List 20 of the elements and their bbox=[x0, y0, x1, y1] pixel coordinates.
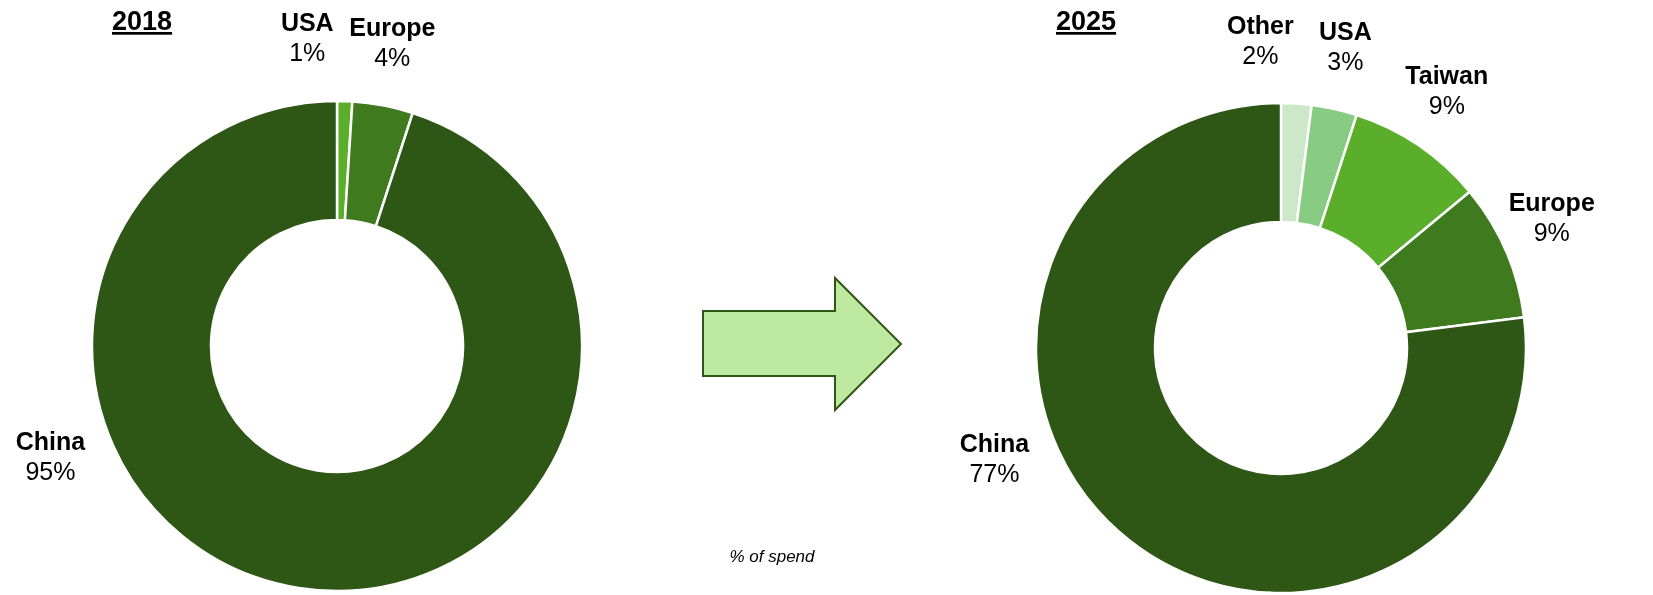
chart-title: 2025 bbox=[1056, 6, 1117, 36]
data-label: 4% bbox=[374, 43, 411, 72]
slice-label: China bbox=[15, 427, 87, 456]
data-label: 9% bbox=[1428, 91, 1465, 120]
slice-label: Taiwan bbox=[1405, 61, 1489, 90]
data-label: 2% bbox=[1242, 40, 1279, 69]
slice-label: Other bbox=[1227, 10, 1294, 39]
donut-slice bbox=[90, 99, 584, 593]
data-label: 9% bbox=[1533, 217, 1570, 246]
slice-label: USA bbox=[1318, 17, 1372, 46]
data-label: 95% bbox=[25, 457, 76, 486]
data-label: 77% bbox=[969, 459, 1020, 488]
slice-label: Europe bbox=[349, 13, 436, 42]
text: % of spend bbox=[729, 547, 816, 566]
slice-label: China bbox=[959, 429, 1031, 458]
data-label: 3% bbox=[1327, 47, 1364, 76]
slice-label: Europe bbox=[1508, 187, 1595, 216]
slice-label: USA bbox=[280, 8, 334, 37]
data-label: 1% bbox=[289, 38, 326, 67]
chart-title: 2018 bbox=[112, 6, 173, 36]
